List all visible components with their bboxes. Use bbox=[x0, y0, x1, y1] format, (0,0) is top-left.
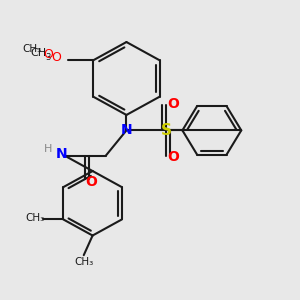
Text: O: O bbox=[168, 150, 179, 164]
Text: O: O bbox=[168, 97, 179, 111]
Text: 3: 3 bbox=[46, 53, 51, 62]
Text: N: N bbox=[121, 123, 132, 137]
Text: N: N bbox=[56, 147, 68, 161]
Text: O: O bbox=[44, 48, 53, 61]
Text: H: H bbox=[44, 144, 52, 154]
Text: CH₃: CH₃ bbox=[22, 44, 42, 54]
Text: CH₃: CH₃ bbox=[74, 257, 93, 267]
Text: O: O bbox=[51, 51, 61, 64]
Text: CH₃: CH₃ bbox=[26, 213, 45, 223]
Text: S: S bbox=[161, 123, 172, 138]
Text: O: O bbox=[85, 175, 97, 189]
Text: CH: CH bbox=[30, 48, 46, 58]
